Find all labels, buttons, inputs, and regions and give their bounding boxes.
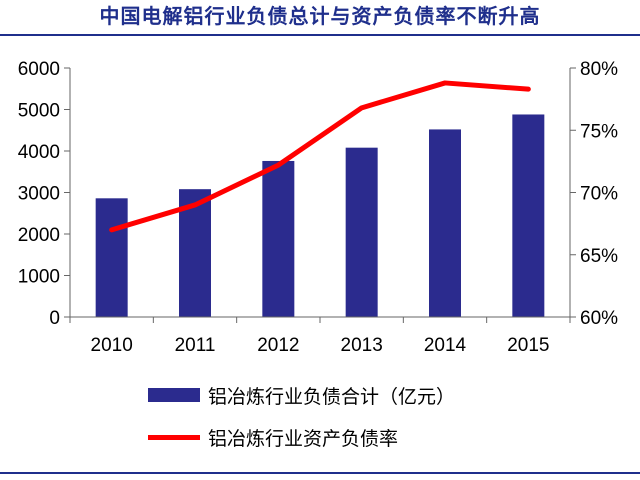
y-left-tick-label: 4000: [18, 142, 60, 163]
chart-title: 中国电解铝行业负债总计与资产负债率不断升高: [99, 4, 541, 28]
bottom-divider: [0, 472, 640, 474]
title-divider: [0, 34, 640, 36]
y-left-tick-label: 0: [49, 308, 60, 329]
x-tick-label: 2011: [175, 335, 216, 356]
legend-item-bar: 铝冶炼行业负债合计（亿元）: [148, 380, 455, 410]
x-tick-label: 2015: [507, 335, 549, 356]
legend-swatch-bar: [148, 388, 200, 402]
legend-item-line: 铝冶炼行业资产负债率: [148, 422, 398, 452]
bar-2014: [429, 129, 461, 317]
legend-swatch-line: [148, 434, 200, 440]
y-left-tick-label: 2000: [18, 225, 60, 246]
x-tick-label: 2014: [424, 335, 467, 356]
legend-label-bar: 铝冶炼行业负债合计（亿元）: [208, 385, 456, 408]
bar-2013: [345, 147, 378, 317]
x-tick-label: 2010: [91, 335, 133, 356]
y-left-tick-label: 3000: [18, 184, 60, 205]
y-right-tick-label: 70%: [580, 184, 618, 205]
y-right-tick-label: 60%: [580, 308, 618, 329]
bar-2012: [262, 160, 295, 317]
y-right-tick-label: 75%: [580, 121, 618, 142]
y-right-tick-label: 65%: [580, 246, 618, 267]
bar-2015: [512, 114, 545, 317]
legend-label-line: 铝冶炼行业资产负债率: [208, 427, 399, 450]
bar-2010: [95, 198, 128, 317]
y-right-tick-label: 80%: [580, 59, 618, 80]
y-left-tick-label: 6000: [18, 59, 60, 80]
y-left-tick-label: 5000: [18, 101, 60, 122]
x-tick-label: 2012: [257, 335, 299, 356]
y-left-tick-label: 1000: [18, 267, 60, 288]
x-tick-label: 2013: [341, 335, 383, 356]
line-series-debt-ratio: [109, 80, 531, 233]
